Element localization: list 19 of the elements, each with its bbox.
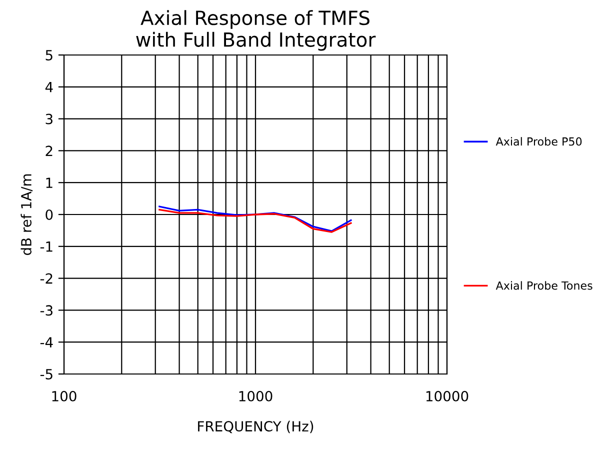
legend-label: Axial Probe Tones (496, 281, 592, 290)
y-tick-label: -3 (40, 305, 52, 316)
y-tick-label: 3 (46, 114, 52, 124)
y-axis-title: dB ref 1A/m (20, 174, 33, 256)
legend-label: Axial Probe P50 (496, 137, 582, 146)
y-tick-label: 4 (45, 82, 53, 92)
y-tick-label: 0 (46, 209, 53, 220)
x-tick-label: 1000 (239, 390, 272, 402)
chart-title: Axial Response of TMFS with Full Band Integrator (136, 10, 376, 51)
x-axis-title: FREQUENCY (Hz) (198, 420, 314, 434)
x-tick-label: 10000 (426, 390, 468, 402)
y-tick-label: 1 (46, 178, 52, 188)
x-tick-label: 100 (52, 390, 76, 402)
y-tick-label: -4 (40, 337, 53, 348)
y-tick-label: -5 (40, 369, 52, 380)
y-tick-label: -1 (40, 242, 52, 252)
y-tick-label: -2 (40, 273, 52, 284)
y-tick-label: 5 (46, 50, 52, 60)
y-tick-label: 2 (46, 146, 52, 156)
